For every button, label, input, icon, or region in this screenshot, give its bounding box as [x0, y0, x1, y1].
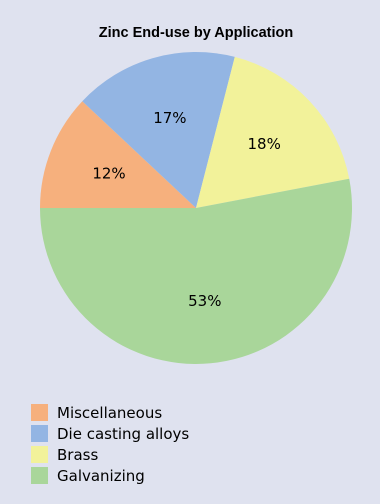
legend-label: Die casting alloys	[57, 425, 189, 443]
legend-item-die-casting-alloys: Die casting alloys	[31, 425, 189, 443]
chart-title: Zinc End-use by Application	[99, 25, 293, 41]
legend-swatch	[31, 404, 48, 421]
pie-slice-labels: 12% 17% 18% 53%	[92, 109, 281, 310]
legend-label: Galvanizing	[57, 467, 145, 485]
pie-slice-miscellaneous	[40, 101, 196, 208]
slice-label-die-casting-alloys: 17%	[153, 109, 186, 127]
slice-label-galvanizing: 53%	[188, 292, 221, 310]
legend-item-miscellaneous: Miscellaneous	[31, 404, 162, 422]
legend-swatch	[31, 467, 48, 484]
legend-label: Miscellaneous	[57, 404, 162, 422]
slice-label-brass: 18%	[248, 135, 281, 153]
legend-label: Brass	[57, 446, 98, 464]
slice-label-miscellaneous: 12%	[92, 165, 125, 183]
legend: Miscellaneous Die casting alloys Brass Galv…	[31, 404, 189, 485]
pie-slice-die-casting-alloys	[82, 51, 235, 209]
legend-swatch	[31, 446, 48, 463]
pie-slices	[40, 51, 352, 364]
legend-item-brass: Brass	[31, 446, 98, 464]
pie-slice-galvanizing	[40, 178, 352, 364]
legend-swatch	[31, 425, 48, 442]
legend-item-galvanizing: Galvanizing	[31, 467, 145, 485]
pie-slice-brass	[196, 56, 350, 209]
